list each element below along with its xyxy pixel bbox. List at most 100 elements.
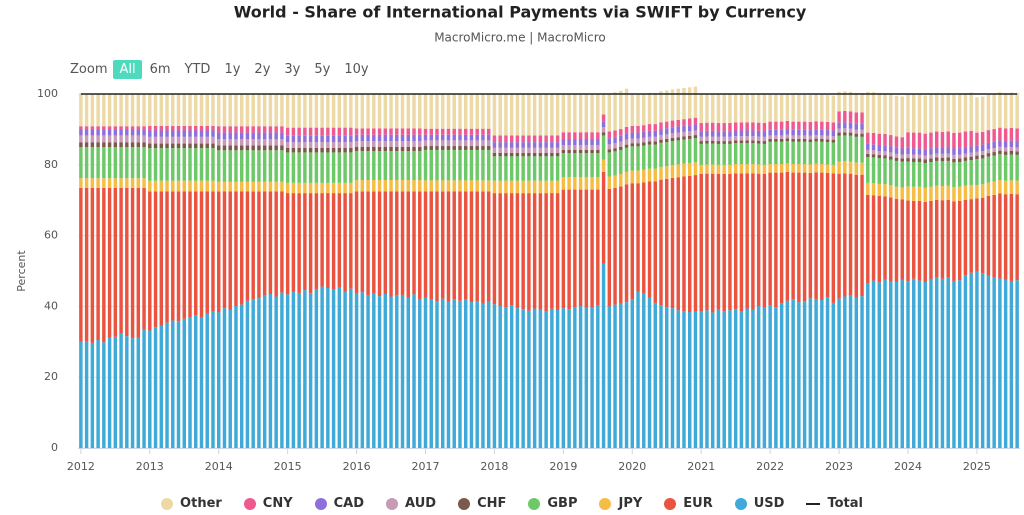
legend-item[interactable]: EUR — [664, 496, 713, 511]
bar-segment — [268, 139, 273, 146]
bar-segment — [561, 94, 566, 133]
bar-segment — [1003, 147, 1008, 152]
bar-segment — [148, 191, 152, 331]
bar-segment — [452, 134, 456, 141]
legend-item[interactable]: USD — [734, 496, 784, 511]
bar-segment — [194, 130, 198, 137]
bar-segment — [728, 136, 732, 142]
bar-segment — [837, 161, 841, 174]
bar-segment — [584, 153, 589, 178]
bar-segment — [665, 134, 669, 139]
bar-segment — [102, 142, 106, 148]
bar-segment — [710, 130, 715, 137]
x-tick-label: 2017 — [412, 460, 440, 473]
legend-item[interactable]: AUD — [386, 496, 436, 511]
legend-symbol — [161, 497, 174, 510]
bar-segment — [665, 90, 669, 122]
bar-segment — [670, 137, 675, 142]
bar-segment — [113, 135, 118, 143]
bar-segment — [148, 330, 152, 448]
bar-segment — [171, 94, 175, 126]
bar-segment — [843, 110, 847, 123]
legend-item[interactable]: Other — [161, 496, 222, 511]
bar-segment — [555, 309, 560, 448]
bar-segment — [452, 146, 456, 150]
zoom-button[interactable]: 5y — [314, 62, 331, 77]
bar-segment — [458, 180, 462, 192]
legend-item[interactable]: CNY — [243, 496, 293, 511]
bar-segment — [825, 95, 830, 122]
legend-item[interactable]: Total — [806, 496, 863, 511]
bar-segment — [274, 181, 278, 192]
bar-segment — [222, 94, 227, 127]
bar-segment — [1003, 128, 1008, 142]
bar-segment — [130, 135, 135, 143]
bar-segment — [1009, 140, 1014, 148]
bar-segment — [349, 94, 353, 128]
bar-segment — [756, 173, 761, 307]
bar-segment — [825, 164, 830, 173]
bar-segment — [653, 181, 657, 303]
bar-segment — [636, 125, 640, 133]
legend-item[interactable]: GBP — [528, 496, 577, 511]
bar-segment — [182, 318, 186, 448]
bar-segment — [130, 178, 135, 188]
bar-segment — [642, 145, 646, 170]
bar-segment — [866, 153, 870, 158]
bar-segment — [1009, 180, 1014, 194]
legend-item[interactable]: JPY — [599, 496, 642, 511]
bar-segment — [527, 94, 531, 136]
bar-segment — [159, 180, 164, 192]
zoom-button[interactable]: All — [113, 60, 142, 79]
bar-segment — [194, 125, 198, 131]
bar-segment — [762, 164, 767, 175]
bar-segment — [125, 126, 129, 130]
legend-item[interactable]: CHF — [458, 496, 506, 511]
bar-segment — [406, 94, 410, 129]
zoom-button[interactable]: 1y — [224, 62, 241, 77]
bar-segment — [802, 94, 807, 122]
bar-segment — [906, 161, 910, 187]
bar-segment — [211, 180, 215, 192]
bar-segment — [475, 180, 479, 192]
bar-segment — [860, 162, 864, 175]
zoom-button[interactable]: 3y — [284, 62, 301, 77]
bar-segment — [274, 126, 278, 133]
bar-segment — [693, 130, 698, 136]
bar-segment — [171, 130, 175, 137]
bar-segment — [929, 94, 933, 133]
bar-segment — [613, 137, 617, 144]
bar-segment — [900, 137, 904, 149]
bar-segment — [785, 120, 790, 130]
bar-segment — [624, 171, 629, 185]
bar-segment — [280, 94, 284, 127]
bar-segment — [647, 92, 652, 125]
bar-segment — [986, 94, 991, 131]
bar-segment — [429, 128, 433, 135]
zoom-button[interactable]: 10y — [344, 62, 369, 77]
zoom-button[interactable]: 6m — [149, 62, 171, 77]
legend-item[interactable]: CAD — [314, 496, 364, 511]
bar-segment — [423, 128, 428, 135]
bar-segment — [107, 94, 112, 127]
bar-segment — [699, 94, 703, 124]
bar-segment — [624, 144, 629, 148]
bar-segment — [492, 147, 497, 153]
bar-segment — [257, 191, 261, 299]
bar-segment — [406, 128, 410, 135]
bar-segment — [199, 130, 204, 137]
bar-segment — [1009, 280, 1014, 448]
bar-segment — [343, 94, 347, 128]
bar-segment — [90, 94, 95, 127]
zoom-button[interactable]: YTD — [184, 62, 211, 77]
bar-segment — [257, 181, 261, 192]
bar-segment — [469, 302, 474, 448]
bar-segment — [463, 180, 468, 192]
bar-segment — [234, 126, 238, 133]
bar-segment — [492, 193, 497, 305]
bar-segment — [590, 94, 594, 133]
bar-segment — [871, 154, 876, 158]
zoom-button[interactable]: 2y — [254, 62, 271, 77]
bar-segment — [291, 127, 296, 136]
